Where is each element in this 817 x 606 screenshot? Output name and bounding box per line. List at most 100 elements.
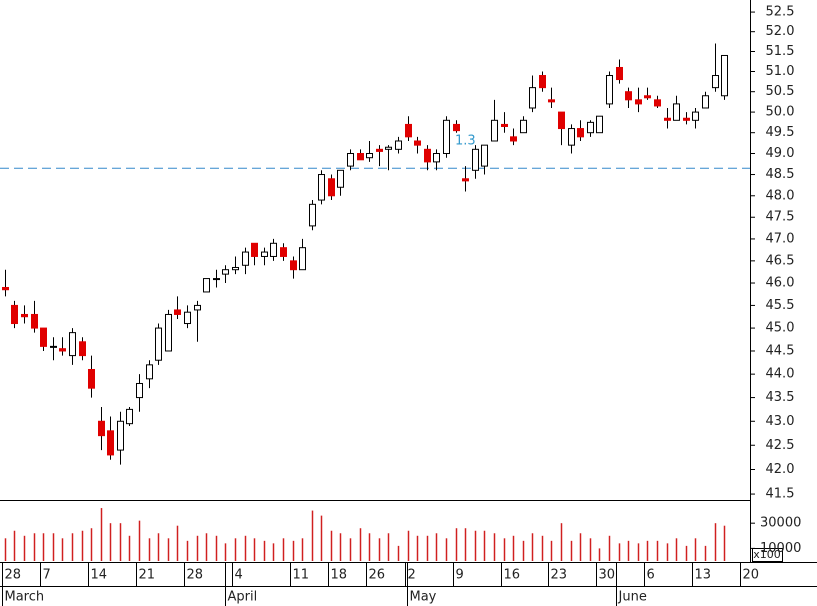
candle-body xyxy=(548,99,555,103)
y-tick-label: 43.5 xyxy=(766,390,795,405)
candle-body xyxy=(299,247,306,271)
candle-body xyxy=(203,278,210,293)
volume-unit: x100 xyxy=(753,548,781,561)
candle-body xyxy=(136,382,143,399)
x-tick-label: 7 xyxy=(43,568,51,583)
y-tick-label: 42.0 xyxy=(766,462,795,477)
candle-body xyxy=(222,269,229,275)
candle-body xyxy=(424,148,431,163)
x-tick-label: 4 xyxy=(235,568,243,583)
candle-body xyxy=(146,364,153,380)
x-tick-label: 2 xyxy=(408,568,416,583)
y-tick-label: 43.0 xyxy=(766,414,795,429)
x-tick-label: 16 xyxy=(504,568,521,583)
candle-body xyxy=(501,123,508,127)
candle-body xyxy=(510,136,517,142)
candle-body xyxy=(405,123,412,138)
candle-body xyxy=(683,117,690,121)
candle-body xyxy=(433,153,440,163)
volume-tick-label: 10000 xyxy=(760,541,801,556)
candle-body xyxy=(376,148,383,152)
candle-body xyxy=(357,153,364,161)
volume-unit-box xyxy=(752,548,783,562)
candle-body xyxy=(654,99,661,107)
candle-body xyxy=(472,148,479,171)
candle-body xyxy=(721,54,728,97)
x-tick-label: 18 xyxy=(331,568,348,583)
candle-body xyxy=(126,408,133,425)
candle-body xyxy=(31,313,38,329)
candle-body xyxy=(270,242,277,257)
candle-body xyxy=(453,123,460,132)
candle-body xyxy=(117,420,124,451)
y-tick-label: 48.0 xyxy=(766,188,795,203)
candle-body xyxy=(155,327,162,361)
y-tick-label: 44.0 xyxy=(766,367,795,382)
candle-body xyxy=(673,103,680,121)
x-tick-label: 28 xyxy=(187,568,204,583)
candle-body xyxy=(481,144,488,167)
candle-body xyxy=(261,251,268,257)
y-tick-label: 41.5 xyxy=(766,487,795,502)
x-tick-label: 23 xyxy=(551,568,568,583)
candle-body xyxy=(337,169,344,188)
candle-body xyxy=(290,260,297,271)
candle-body xyxy=(194,304,201,311)
candle-body xyxy=(328,178,335,197)
candle-body xyxy=(50,345,57,348)
candle-body xyxy=(568,128,575,146)
y-tick-label: 52.0 xyxy=(766,24,795,39)
y-tick-label: 44.5 xyxy=(766,343,795,358)
y-tick-label: 45.5 xyxy=(766,298,795,313)
candle-body xyxy=(165,313,172,352)
candle-body xyxy=(232,266,239,271)
x-tick-label: 21 xyxy=(139,568,156,583)
y-tick-label: 49.0 xyxy=(766,146,795,161)
candle-body xyxy=(88,368,95,389)
month-label: June xyxy=(618,590,647,605)
candle-body xyxy=(107,430,114,456)
y-tick-label: 50.5 xyxy=(766,84,795,99)
y-tick-label: 45.0 xyxy=(766,321,795,336)
y-tick-label: 47.0 xyxy=(766,231,795,246)
candle-body xyxy=(414,140,421,146)
x-tick-label: 13 xyxy=(695,568,712,583)
month-label: May xyxy=(410,590,437,605)
candle-body xyxy=(625,91,632,101)
y-tick-label: 46.5 xyxy=(766,253,795,268)
y-tick-label: 51.0 xyxy=(766,64,795,79)
candle-body xyxy=(69,332,76,357)
candle-body xyxy=(644,95,651,99)
x-tick-label: 6 xyxy=(647,568,655,583)
month-label: March xyxy=(5,590,45,605)
candle-body xyxy=(616,66,623,81)
candle-body xyxy=(462,178,469,182)
candle-body xyxy=(21,313,28,318)
candle-body xyxy=(184,311,191,325)
candle-body xyxy=(98,420,105,437)
candle-body xyxy=(347,153,354,167)
candle-body xyxy=(577,128,584,138)
y-tick-label: 42.5 xyxy=(766,438,795,453)
candle-body xyxy=(395,140,402,150)
candle-body xyxy=(443,119,450,155)
candle-body xyxy=(539,75,546,89)
y-tick-label: 50.0 xyxy=(766,105,795,120)
candle-body xyxy=(664,117,671,121)
candle-body xyxy=(174,309,181,315)
candle-body xyxy=(712,75,719,89)
x-tick-label: 14 xyxy=(91,568,108,583)
x-tick-label: 30 xyxy=(599,568,616,583)
y-tick-label: 48.5 xyxy=(766,167,795,182)
candle-body xyxy=(2,286,9,291)
candle-body xyxy=(242,251,249,266)
candle-body xyxy=(529,87,536,109)
annotation: 1.3 xyxy=(455,134,476,149)
candle-body xyxy=(11,304,18,325)
month-label: April xyxy=(228,590,258,605)
x-tick-label: 28 xyxy=(5,568,22,583)
candle-body xyxy=(558,111,565,130)
candle-body xyxy=(692,111,699,121)
candle-body xyxy=(596,115,603,134)
